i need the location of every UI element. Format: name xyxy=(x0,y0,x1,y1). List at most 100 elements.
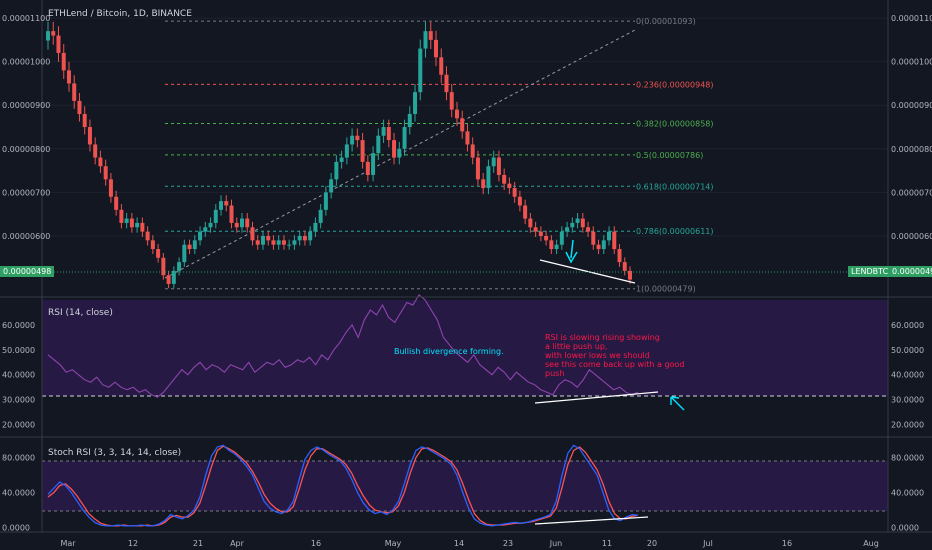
candle-body xyxy=(596,244,601,250)
candle-body xyxy=(502,174,507,184)
candle-body xyxy=(51,31,56,36)
candlestick-series xyxy=(46,21,632,289)
rsi-band xyxy=(42,300,888,396)
candle-body xyxy=(150,240,155,250)
candle-body xyxy=(192,240,197,250)
candle-body xyxy=(392,140,397,158)
candle-body xyxy=(434,39,438,58)
price-support-line xyxy=(539,259,636,284)
candle-body xyxy=(360,140,365,162)
candle-body xyxy=(313,222,318,232)
fib-level-label: 0.618(0.00000714) xyxy=(636,182,714,191)
candle-body xyxy=(586,227,591,232)
rsi-tick-label-right: 60.0000 xyxy=(891,321,924,330)
rsi-tick-label-left: 60.0000 xyxy=(2,321,35,330)
candle-body xyxy=(444,74,449,93)
candle-body xyxy=(617,249,622,263)
candle-body xyxy=(323,192,328,210)
left-price-tag: 0.00000498 xyxy=(0,266,55,277)
stoch-band xyxy=(42,461,888,511)
rsi-tick-label-right: 30.0000 xyxy=(891,396,924,405)
candle-body xyxy=(240,218,244,228)
candle-body xyxy=(413,92,418,114)
candle-body xyxy=(428,31,433,40)
candle-body xyxy=(528,218,533,228)
candle-body xyxy=(145,231,150,241)
price-tick-label-left: 0.00000600 xyxy=(2,232,50,241)
candle-body xyxy=(475,157,480,180)
candle-body xyxy=(439,57,444,75)
candle-body xyxy=(198,231,203,241)
candle-body xyxy=(297,235,302,241)
symbol-tag: LENDBTC xyxy=(848,266,892,277)
svg-text:see this come back up with a g: see this come back up with a good xyxy=(545,360,684,369)
fib-level-label: 0.236(0.00000948) xyxy=(636,80,714,89)
candle-body xyxy=(355,135,360,141)
time-tick-label: 21 xyxy=(193,539,203,548)
time-tick-label: May xyxy=(385,539,402,548)
candle-body xyxy=(166,275,171,284)
rsi-tick-label-right: 40.0000 xyxy=(891,371,924,380)
stoch-axis-ticks: 80.0000 80.0000 40.0000 40.0000 0.0000 0.0000 xyxy=(2,454,924,533)
candle-body xyxy=(575,218,580,223)
candle-body xyxy=(423,31,428,49)
candle-body xyxy=(61,52,66,71)
rsi-tick-label-left: 20.0000 xyxy=(2,421,35,430)
price-tick-label-right: 0.00001100 xyxy=(891,14,932,23)
price-tick-label-left: 0.00000900 xyxy=(2,101,50,110)
candle-body xyxy=(570,222,575,228)
candle-body xyxy=(523,205,528,219)
candle-body xyxy=(66,70,71,84)
rsi-tick-label-left: 40.0000 xyxy=(2,371,35,380)
candle-body xyxy=(612,231,617,250)
rsi-divergence-line xyxy=(534,391,659,404)
candle-body xyxy=(177,262,182,271)
fib-level-label: 0.5(0.00000786) xyxy=(636,151,703,160)
rsi-line xyxy=(47,294,639,398)
candle-body xyxy=(465,131,470,145)
candle-body xyxy=(77,100,82,114)
candle-body xyxy=(156,249,161,258)
fib-level-label: 0(0.00001093) xyxy=(636,17,696,26)
candle-body xyxy=(565,227,570,232)
rsi-title: RSI (14, close) xyxy=(48,308,113,318)
candle-body xyxy=(56,35,61,53)
time-axis-ticks: Mar 12 21 Apr 16 May 14 23 Jun 11 20 Jul 16 Aug xyxy=(60,539,878,548)
candle-body xyxy=(481,179,486,189)
candle-body xyxy=(407,113,412,128)
candle-body xyxy=(255,240,260,245)
arrow-icon xyxy=(565,239,578,264)
candle-body xyxy=(129,218,134,228)
candle-body xyxy=(287,244,292,246)
candle-body xyxy=(601,240,606,250)
candle-body xyxy=(549,240,554,250)
grid-lines xyxy=(42,17,888,237)
arrow-icon xyxy=(670,396,685,411)
stoch-tick-label-right: 0.0000 xyxy=(891,524,919,533)
candle-body xyxy=(533,227,538,232)
candle-body xyxy=(87,127,92,145)
candle-body xyxy=(591,231,596,245)
candle-body xyxy=(397,148,402,158)
time-tick-label: Aug xyxy=(863,539,879,548)
time-tick-label: Apr xyxy=(230,539,245,548)
candle-body xyxy=(46,31,50,41)
rsi-axis-ticks: 60.0000 60.0000 50.0000 50.0000 40.0000 40.00… xyxy=(2,321,924,430)
candle-body xyxy=(135,222,140,228)
candle-body xyxy=(93,144,98,158)
candle-body xyxy=(580,218,585,228)
candle-body xyxy=(72,83,77,101)
time-tick-label: 16 xyxy=(782,539,792,548)
candle-body xyxy=(470,144,475,158)
candle-body xyxy=(486,166,491,189)
svg-text:push: push xyxy=(545,369,564,378)
time-tick-label: 11 xyxy=(602,539,612,548)
fib-level-label: 0.382(0.00000858) xyxy=(636,120,714,129)
candle-body xyxy=(607,231,612,241)
price-tick-label-right: 0.00001000 xyxy=(891,58,932,67)
candle-body xyxy=(182,244,187,263)
stoch-divergence-line xyxy=(534,516,649,525)
rsi-tick-label-left: 50.0000 xyxy=(2,346,35,355)
price-tick-label-left: 0.00001100 xyxy=(2,14,50,23)
